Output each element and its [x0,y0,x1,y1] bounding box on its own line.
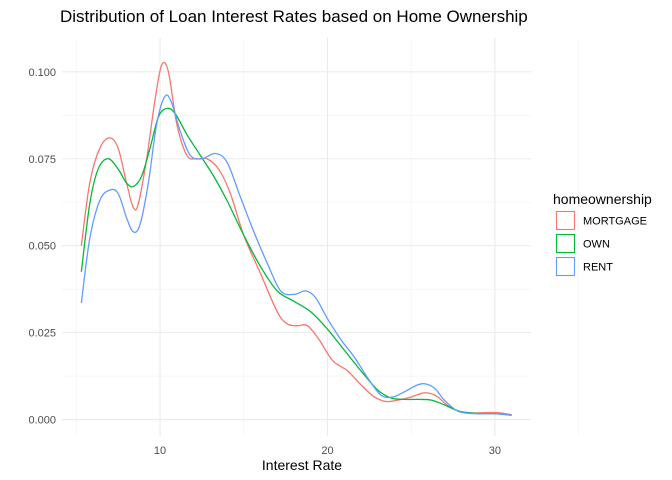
x-tick-label: 30 [489,445,501,457]
legend-title: homeownership [553,191,652,207]
series-line-mortgage [80,61,512,416]
x-tick-label: 10 [154,445,166,457]
y-axis-ticks: 0.000 0.025 0.050 0.075 0.100 [28,67,56,427]
y-tick-label: 0.050 [28,241,56,253]
x-axis-ticks: 10 20 30 [154,445,501,457]
series-lines [80,61,512,417]
x-axis-title: Interest Rate [262,457,342,473]
y-tick-label: 0.075 [28,154,56,166]
legend: homeownership MORTGAGE OWN RENT [553,191,652,277]
x-tick-label: 20 [321,445,333,457]
legend-key-bg [556,234,575,253]
legend-key-bg [556,211,575,230]
legend-key-mortgage [555,210,576,231]
legend-label-own: OWN [583,239,610,251]
series-line-own [80,107,512,417]
major-gridlines [62,38,531,436]
legend-key-rent [555,256,576,277]
y-tick-label: 0.025 [28,328,56,340]
legend-key-own [555,233,576,254]
legend-key-bg [556,257,575,276]
chart-title: Distribution of Loan Interest Rates base… [60,7,528,26]
y-tick-label: 0.100 [28,67,56,79]
minor-gridlines [62,38,579,436]
y-tick-label: 0.000 [28,415,56,427]
legend-label-rent: RENT [583,262,613,274]
series-line-rent [80,94,512,417]
legend-label-mortgage: MORTGAGE [583,216,647,228]
